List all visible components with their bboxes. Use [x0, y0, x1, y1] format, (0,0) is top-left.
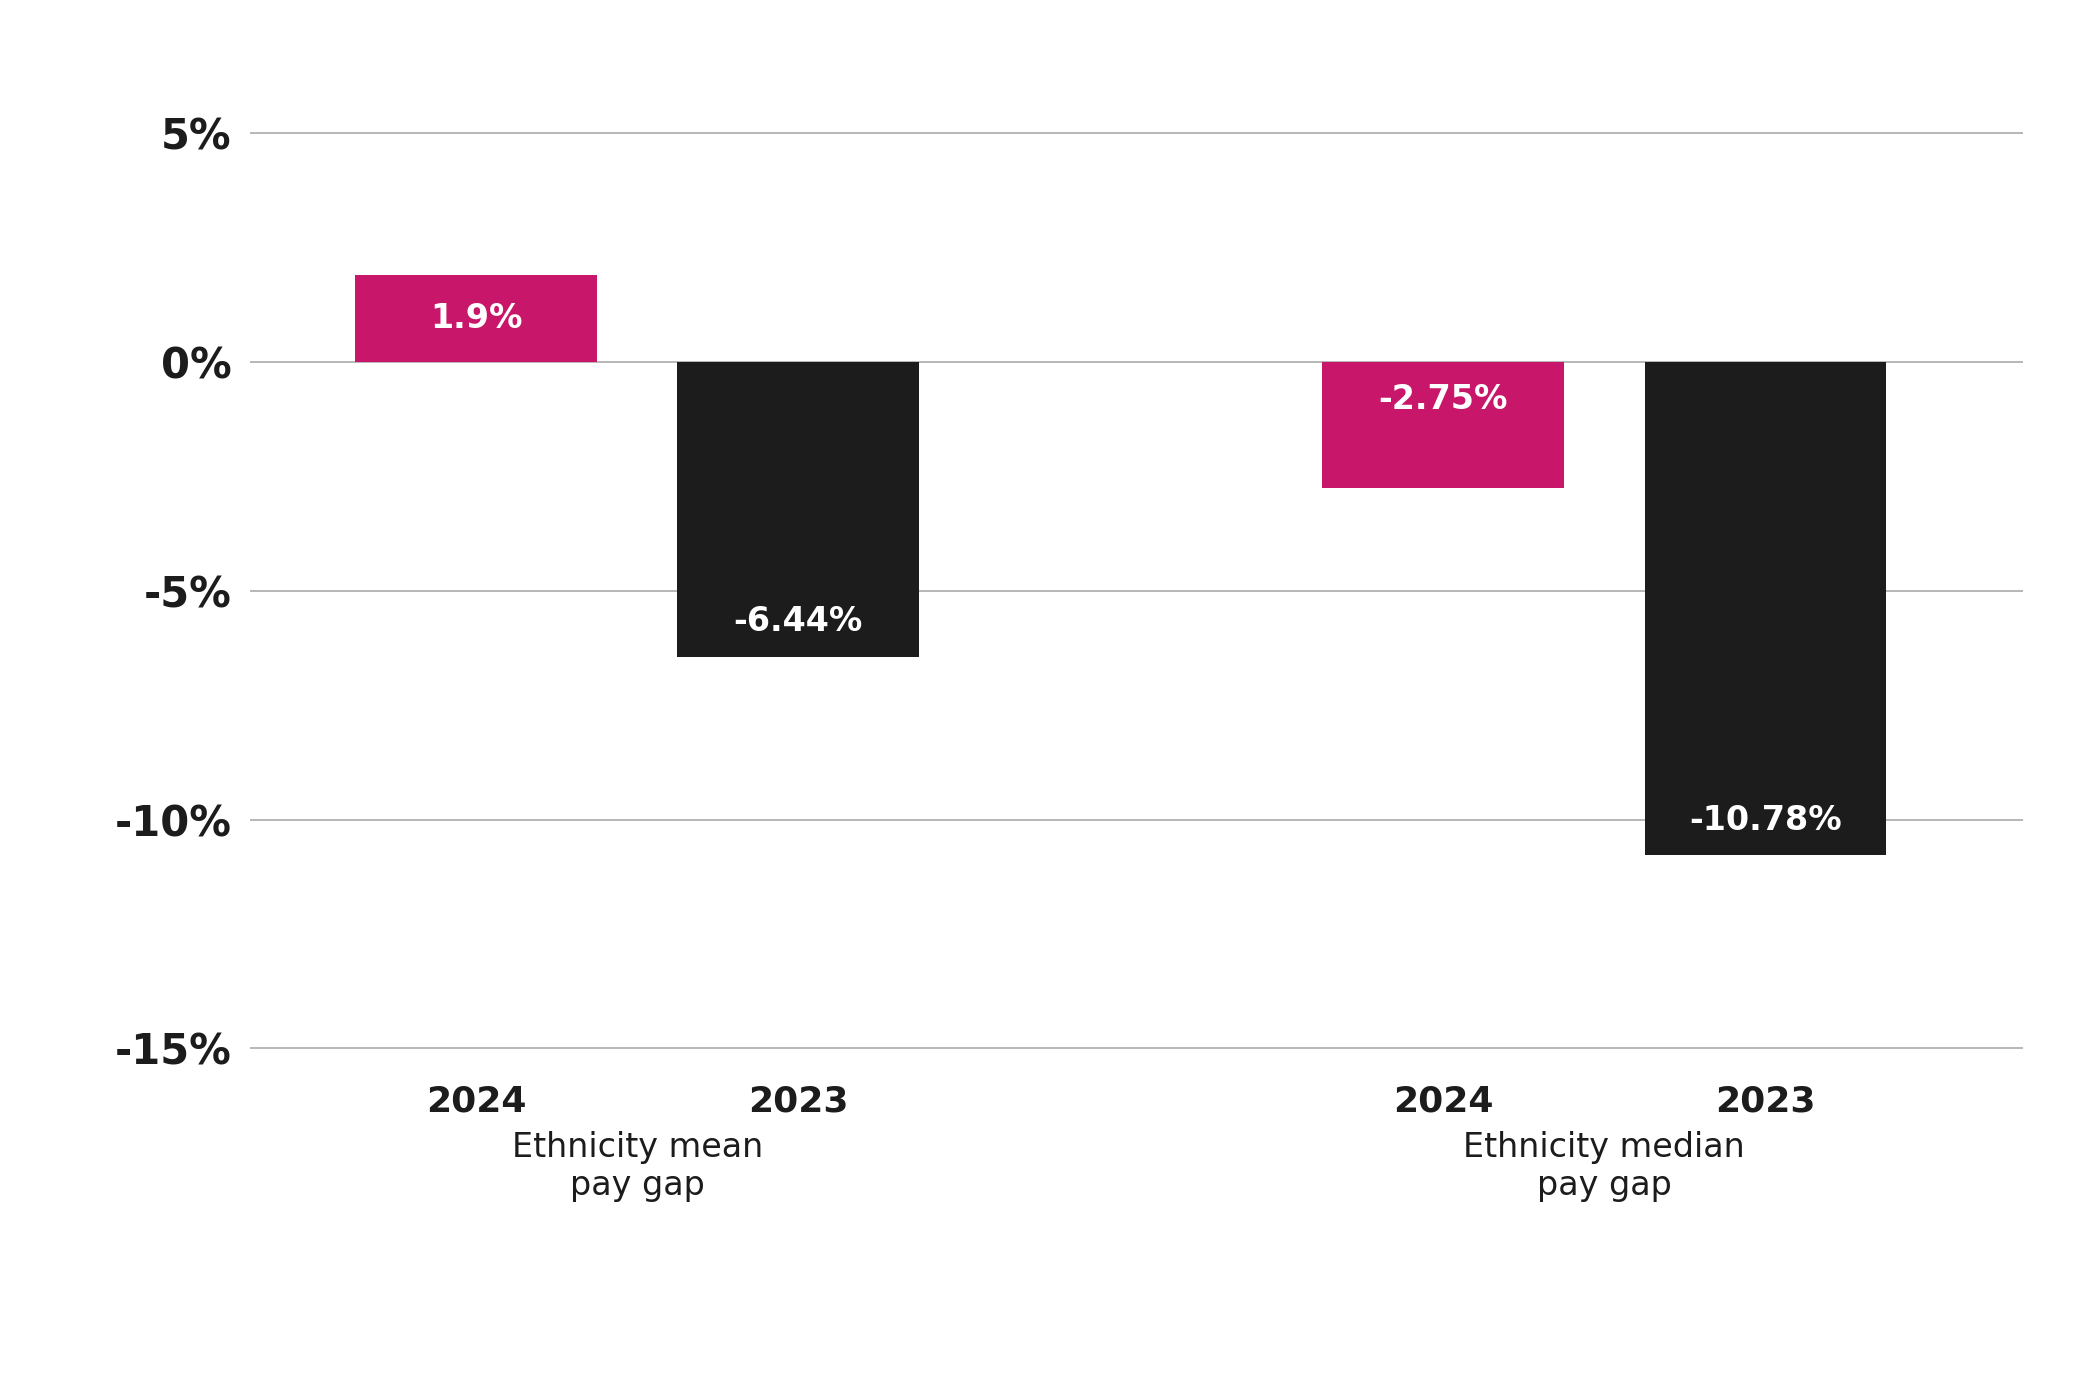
Bar — [1323, 361, 1564, 488]
Text: -10.78%: -10.78% — [1690, 803, 1842, 837]
Bar — [678, 361, 920, 656]
Text: 2023: 2023 — [749, 1086, 849, 1119]
Bar — [355, 275, 597, 361]
Text: -2.75%: -2.75% — [1379, 384, 1508, 416]
Text: Ethnicity median
pay gap: Ethnicity median pay gap — [1464, 1130, 1746, 1202]
Text: -6.44%: -6.44% — [734, 605, 864, 638]
Bar — [1644, 361, 1886, 855]
Text: 2024: 2024 — [1393, 1086, 1494, 1119]
Text: 2023: 2023 — [1715, 1086, 1815, 1119]
Text: Ethnicity mean
pay gap: Ethnicity mean pay gap — [511, 1130, 763, 1202]
Text: 1.9%: 1.9% — [430, 302, 522, 335]
Text: 2024: 2024 — [426, 1086, 526, 1119]
